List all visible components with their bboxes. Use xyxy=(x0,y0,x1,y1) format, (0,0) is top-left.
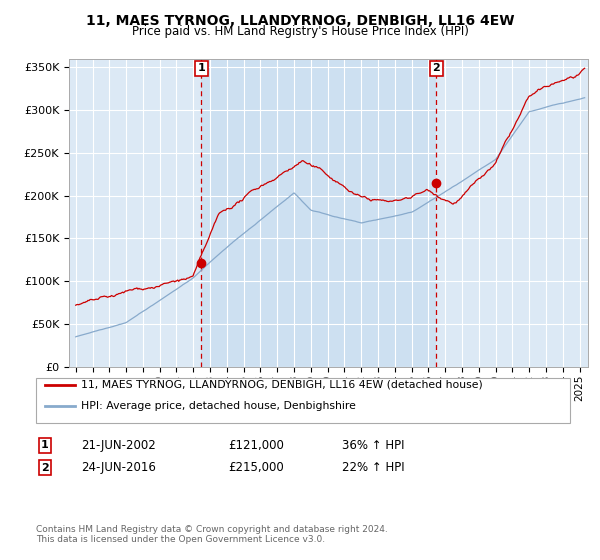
Text: 11, MAES TYRNOG, LLANDYRNOG, DENBIGH, LL16 4EW: 11, MAES TYRNOG, LLANDYRNOG, DENBIGH, LL… xyxy=(86,14,514,28)
Text: HPI: Average price, detached house, Denbighshire: HPI: Average price, detached house, Denb… xyxy=(81,401,356,411)
Text: 11, MAES TYRNOG, LLANDYRNOG, DENBIGH, LL16 4EW (detached house): 11, MAES TYRNOG, LLANDYRNOG, DENBIGH, LL… xyxy=(81,380,483,390)
Text: 1: 1 xyxy=(41,440,49,450)
Text: 24-JUN-2016: 24-JUN-2016 xyxy=(81,461,156,474)
Text: £215,000: £215,000 xyxy=(228,461,284,474)
Text: 21-JUN-2002: 21-JUN-2002 xyxy=(81,438,156,452)
Text: Price paid vs. HM Land Registry's House Price Index (HPI): Price paid vs. HM Land Registry's House … xyxy=(131,25,469,38)
Bar xyxy=(201,59,436,367)
Text: 22% ↑ HPI: 22% ↑ HPI xyxy=(342,461,404,474)
Text: 2: 2 xyxy=(41,463,49,473)
Text: 2: 2 xyxy=(433,63,440,73)
Text: 1: 1 xyxy=(197,63,205,73)
Text: 36% ↑ HPI: 36% ↑ HPI xyxy=(342,438,404,452)
Text: £121,000: £121,000 xyxy=(228,438,284,452)
Text: Contains HM Land Registry data © Crown copyright and database right 2024.
This d: Contains HM Land Registry data © Crown c… xyxy=(36,525,388,544)
